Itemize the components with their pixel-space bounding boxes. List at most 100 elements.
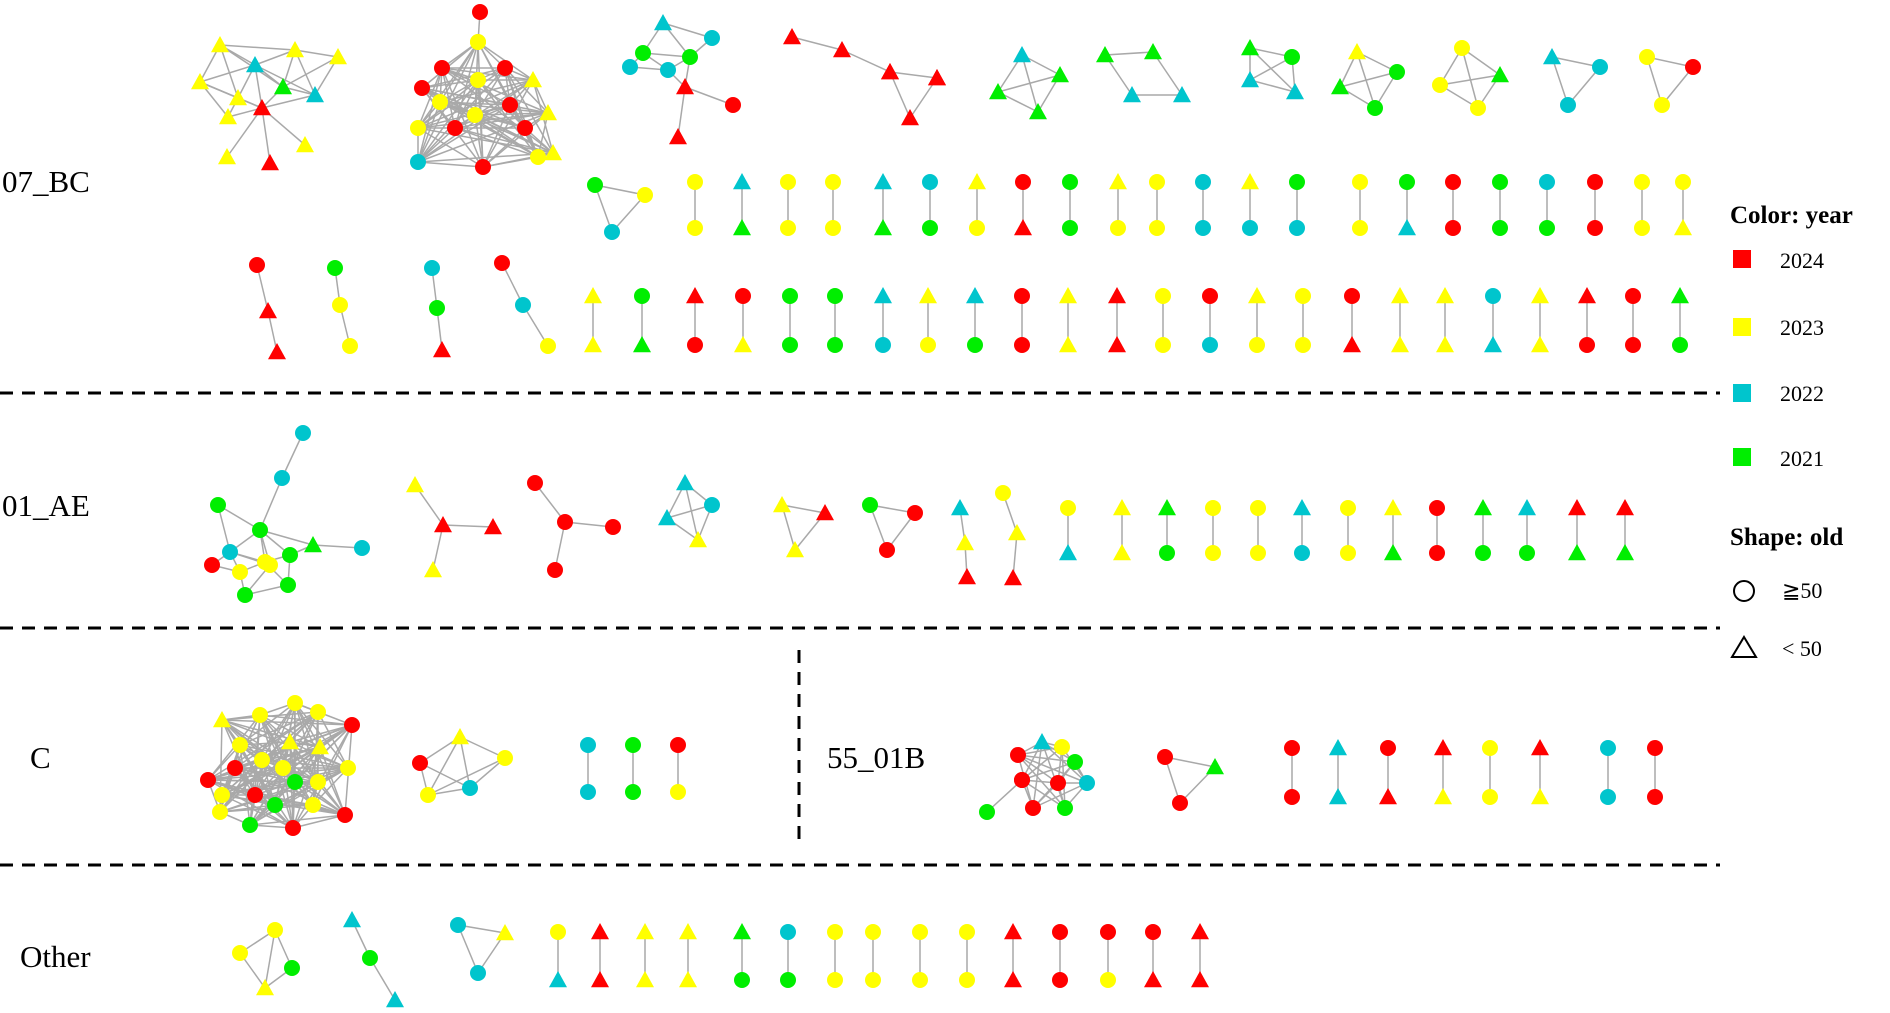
node-2023-triangle-170	[1436, 336, 1454, 353]
node-2023-circle-337	[959, 924, 975, 940]
node-2023-circle-158	[1155, 337, 1171, 353]
node-2024-triangle-156	[1108, 336, 1126, 353]
node-2022-circle-87	[922, 174, 938, 190]
node-2024-triangle-241	[1568, 499, 1586, 516]
node-2021-circle-143	[827, 288, 843, 304]
node-2024-circle-130	[494, 255, 510, 271]
node-2022-circle-146	[875, 337, 891, 353]
node-2021-circle-114	[1539, 220, 1555, 236]
node-2023-circle-309	[267, 922, 283, 938]
node-2021-circle-224	[1159, 545, 1175, 561]
node-2024-circle-280	[1010, 747, 1026, 763]
node-2021-circle-311	[284, 960, 300, 976]
node-2024-triangle-38	[676, 78, 694, 95]
edge	[312, 767, 349, 806]
node-2023-circle-75	[637, 187, 653, 203]
node-2021-triangle-327	[733, 923, 751, 940]
node-2021-circle-286	[1057, 800, 1073, 816]
edge	[454, 112, 549, 129]
node-2021-circle-275	[625, 737, 641, 753]
node-2021-triangle-242	[1568, 544, 1586, 561]
node-2022-triangle-220	[1059, 544, 1077, 561]
node-2024-circle-236	[1429, 545, 1445, 561]
edge	[1661, 66, 1694, 106]
edge	[239, 741, 291, 746]
edge	[264, 929, 276, 989]
node-2023-triangle-25	[539, 104, 557, 121]
node-2023-triangle-326	[679, 971, 697, 988]
node-2021-triangle-5	[274, 78, 292, 95]
node-2023-triangle-60	[1348, 43, 1366, 60]
legend-swatch-2022	[1733, 384, 1751, 402]
node-2023-circle-164	[1295, 337, 1311, 353]
node-2024-circle-176	[1579, 337, 1595, 353]
node-2023-circle-281	[1054, 739, 1070, 755]
edge	[417, 104, 511, 129]
edge	[419, 762, 471, 789]
node-2023-triangle-214	[956, 534, 974, 551]
node-2022-triangle-59	[1286, 83, 1304, 100]
node-2023-triangle-207	[773, 496, 791, 513]
node-2023-circle-97	[1149, 174, 1165, 190]
node-2022-triangle-58	[1241, 71, 1259, 88]
edge	[292, 814, 346, 829]
node-2022-triangle-313	[343, 911, 361, 928]
node-2023-circle-132	[540, 338, 556, 354]
edge	[417, 161, 484, 168]
node-2022-circle-318	[470, 965, 486, 981]
node-2021-circle-57	[1284, 49, 1300, 65]
node-2024-triangle-340	[1004, 971, 1022, 988]
edge	[294, 49, 339, 58]
edge	[417, 112, 549, 129]
edge	[319, 746, 346, 816]
node-2023-triangle-101	[1241, 173, 1259, 190]
node-2024-triangle-175	[1578, 287, 1596, 304]
node-2021-circle-88	[922, 220, 938, 236]
node-2021-triangle-86	[874, 219, 892, 236]
node-2024-triangle-321	[591, 923, 609, 940]
edge	[417, 101, 441, 163]
edge	[459, 736, 506, 759]
node-2024-circle-27	[475, 159, 491, 175]
node-2024-triangle-243	[1616, 499, 1634, 516]
node-2022-triangle-85	[874, 173, 892, 190]
node-2021-circle-192	[280, 577, 296, 593]
node-2022-circle-316	[450, 917, 466, 933]
node-2022-circle-205	[704, 497, 720, 513]
edge	[261, 107, 271, 164]
node-2024-circle-342	[1052, 972, 1068, 988]
edge	[226, 107, 263, 158]
node-2023-circle-119	[1675, 174, 1691, 190]
node-2023-circle-191	[232, 564, 248, 580]
edge	[522, 304, 549, 347]
node-2023-circle-82	[780, 220, 796, 236]
edge	[219, 44, 296, 51]
edge	[781, 504, 826, 514]
node-2023-circle-216	[995, 485, 1011, 501]
node-2022-triangle-108	[1398, 219, 1416, 236]
node-2021-triangle-66	[1491, 66, 1509, 83]
node-2024-triangle-218	[1004, 569, 1022, 586]
node-2024-triangle-123	[268, 343, 286, 360]
node-2021-triangle-52	[1096, 46, 1114, 63]
edge	[217, 504, 231, 553]
edge	[1646, 56, 1663, 106]
node-2024-circle-200	[557, 514, 573, 530]
node-2024-triangle-45	[881, 63, 899, 80]
node-2021-triangle-56	[1241, 39, 1259, 56]
node-2024-circle-297	[1380, 740, 1396, 756]
edge	[1439, 74, 1501, 86]
node-2023-circle-78	[687, 220, 703, 236]
group-label-55-01b: 55_01B	[827, 740, 925, 775]
edge	[459, 736, 471, 789]
node-2023-circle-77	[687, 174, 703, 190]
edge	[261, 94, 316, 109]
node-2024-circle-152	[1014, 337, 1030, 353]
node-2023-triangle-206	[689, 531, 707, 548]
node-2023-triangle-4	[329, 48, 347, 65]
node-2021-circle-93	[1062, 174, 1078, 190]
node-2023-circle-162	[1249, 337, 1265, 353]
node-2024-circle-21	[502, 97, 518, 113]
node-2021-circle-144	[827, 337, 843, 353]
node-2023-circle-105	[1352, 174, 1368, 190]
